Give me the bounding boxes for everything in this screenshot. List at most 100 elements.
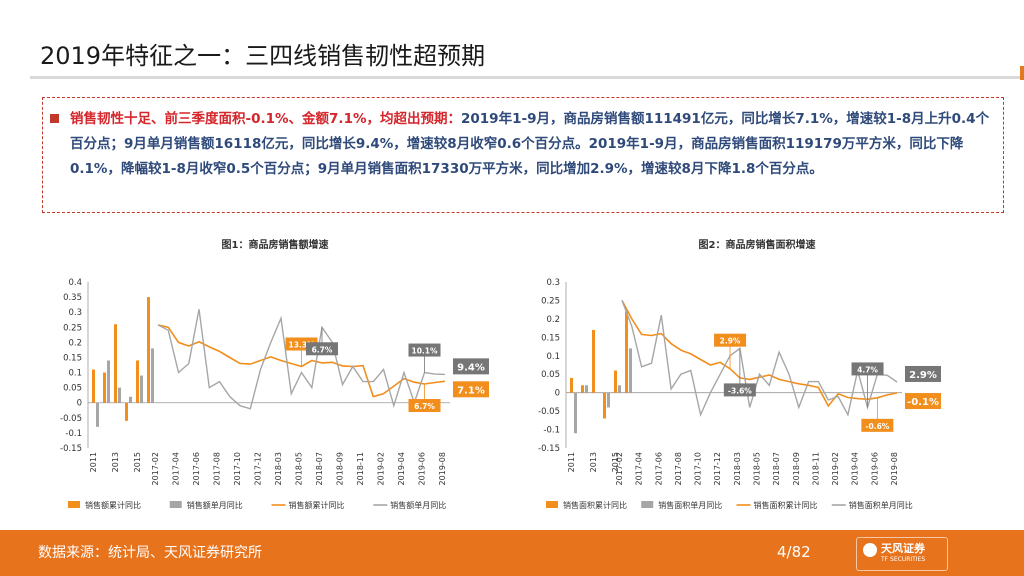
summary-box [42,97,1004,213]
annotation-label: 13.3% [288,341,315,350]
x-tick-label: 2018-03 [733,452,742,485]
legend-label: 销售面积单月同比 [658,500,722,510]
x-tick-label: 2013 [589,452,598,472]
x-tick-label: 2018-07 [772,452,781,485]
logo-text: 天风证券 [881,542,925,555]
annual-bar-cumulative [103,372,106,403]
legend-label: 销售面积单月同比 [849,500,913,510]
annual-bar-cumulative [570,377,573,393]
annual-bar-cumulative [92,369,95,403]
annotation-label: 10.1% [411,347,438,356]
annual-bar-cumulative [114,324,117,403]
company-logo: 天风证券 TF SECURITIES [856,537,948,571]
y-tick-label: -0.05 [538,407,560,417]
x-tick-label: 2019-06 [418,452,427,485]
annual-bar-monthly [629,348,632,393]
annual-bar-monthly [140,375,143,403]
legend-swatch [546,501,558,508]
summary-bullet [50,114,59,123]
y-tick-label: 0 [555,389,560,399]
line-monthly [621,300,898,418]
end-label-box [453,358,489,375]
end-label: -0.1% [907,397,939,408]
y-tick-label: 0.15 [541,333,560,343]
end-label-box [453,381,489,398]
x-tick-label: 2019-02 [377,452,386,485]
x-tick-label: 2019-08 [890,452,899,485]
x-tick-label: 2017-04 [635,452,644,485]
y-tick-label: 0 [77,399,82,409]
y-tick-label: 0.4 [68,278,82,288]
annotation-box [408,399,441,413]
line-monthly [157,309,446,410]
chart-title: 图2：商品房销售面积增速 [699,238,816,251]
annual-bar-monthly [618,385,621,393]
x-tick-label: 2015 [611,452,620,472]
annual-bar-cumulative [125,402,128,421]
y-tick-label: -0.1 [65,429,82,439]
x-tick-label: 2019-04 [397,452,406,485]
y-tick-label: -0.05 [60,414,82,424]
x-tick-label: 2017-06 [654,452,663,485]
annual-bar-cumulative [603,392,606,419]
x-tick-label: 2018-11 [356,452,365,485]
page-title: 2019年特征之一：三四线销售韧性超预期 [40,42,486,70]
legend-swatch [641,501,654,508]
x-tick-label: 2019-02 [831,452,840,485]
x-tick-label: 2018-05 [295,452,304,485]
x-tick-label: 2018-05 [753,452,762,485]
y-tick-label: 0.2 [546,315,560,325]
annual-bar-monthly [107,360,110,403]
y-tick-label: 0.25 [541,296,560,306]
y-tick-label: 0.25 [63,323,82,333]
y-tick-label: -0.15 [60,444,82,454]
x-tick-label: 2019-08 [438,452,447,485]
annual-bar-monthly [585,385,588,393]
x-tick-label: 2017-06 [192,452,201,485]
legend-label: 销售面积累计同比 [754,500,818,510]
annual-bar-cumulative [581,385,584,393]
annual-bar-cumulative [625,311,628,393]
y-tick-label: 0.1 [546,352,560,362]
x-tick-label: 2015 [133,452,142,472]
annual-bar-cumulative [147,297,150,403]
y-tick-label: -0.15 [538,444,560,454]
annotation-label: -0.6% [865,422,889,431]
annotation-label: 6.7% [312,345,333,354]
x-tick-label: 2018-09 [792,452,801,485]
y-tick-label: 0.3 [68,308,82,318]
annotation-label: 2.9% [720,337,741,346]
end-label-box [905,365,941,382]
x-tick-label: 2017-08 [213,452,222,485]
x-tick-label: 2011 [89,452,98,472]
summary-body: 2019年1-9月，商品房销售额111491亿元，同比增长7.1%，增速较1-8… [70,111,990,177]
annual-bar-monthly [96,402,99,427]
y-tick-label: 0.2 [68,338,82,348]
x-tick-label: 2017-08 [674,452,683,485]
annotation-box [408,343,441,357]
annotation-box [723,383,756,397]
y-tick-label: 0.1 [68,369,82,379]
x-tick-label: 2011 [567,452,576,472]
annotation-label: 4.7% [857,365,878,374]
x-tick-label: 2017-02 [151,452,160,485]
y-tick-label: 0.35 [63,293,82,303]
legend-label: 销售额累计同比 [289,500,345,510]
x-tick-label: 2017-12 [713,452,722,485]
footer-bar [0,530,1024,576]
annotation-box [714,333,747,347]
annual-bar-cumulative [614,370,617,393]
annotation-box [306,342,338,356]
x-tick-label: 2018-11 [811,452,820,485]
x-tick-label: 2019-04 [851,452,860,485]
title-divider [30,76,1020,79]
chart-sales-area: 图2：商品房销售面积增速 0.3 0.25 0.2 0.15 0.1 0.05 0 -0.05 -… [538,238,941,510]
end-label: 7.1% [457,385,485,396]
x-tick-label: 2018-09 [336,452,345,485]
x-tick-label: 2017-02 [615,452,624,485]
y-tick-label: 0.05 [63,384,82,394]
summary-text: 销售韧性十足、前三季度面积-0.1%、金额7.1%，均超出预期：2019年1-9… [70,107,995,182]
annotation-label: 6.7% [414,402,435,411]
x-tick-label: 2013 [111,452,120,472]
page-number: 4/82 [777,543,811,561]
